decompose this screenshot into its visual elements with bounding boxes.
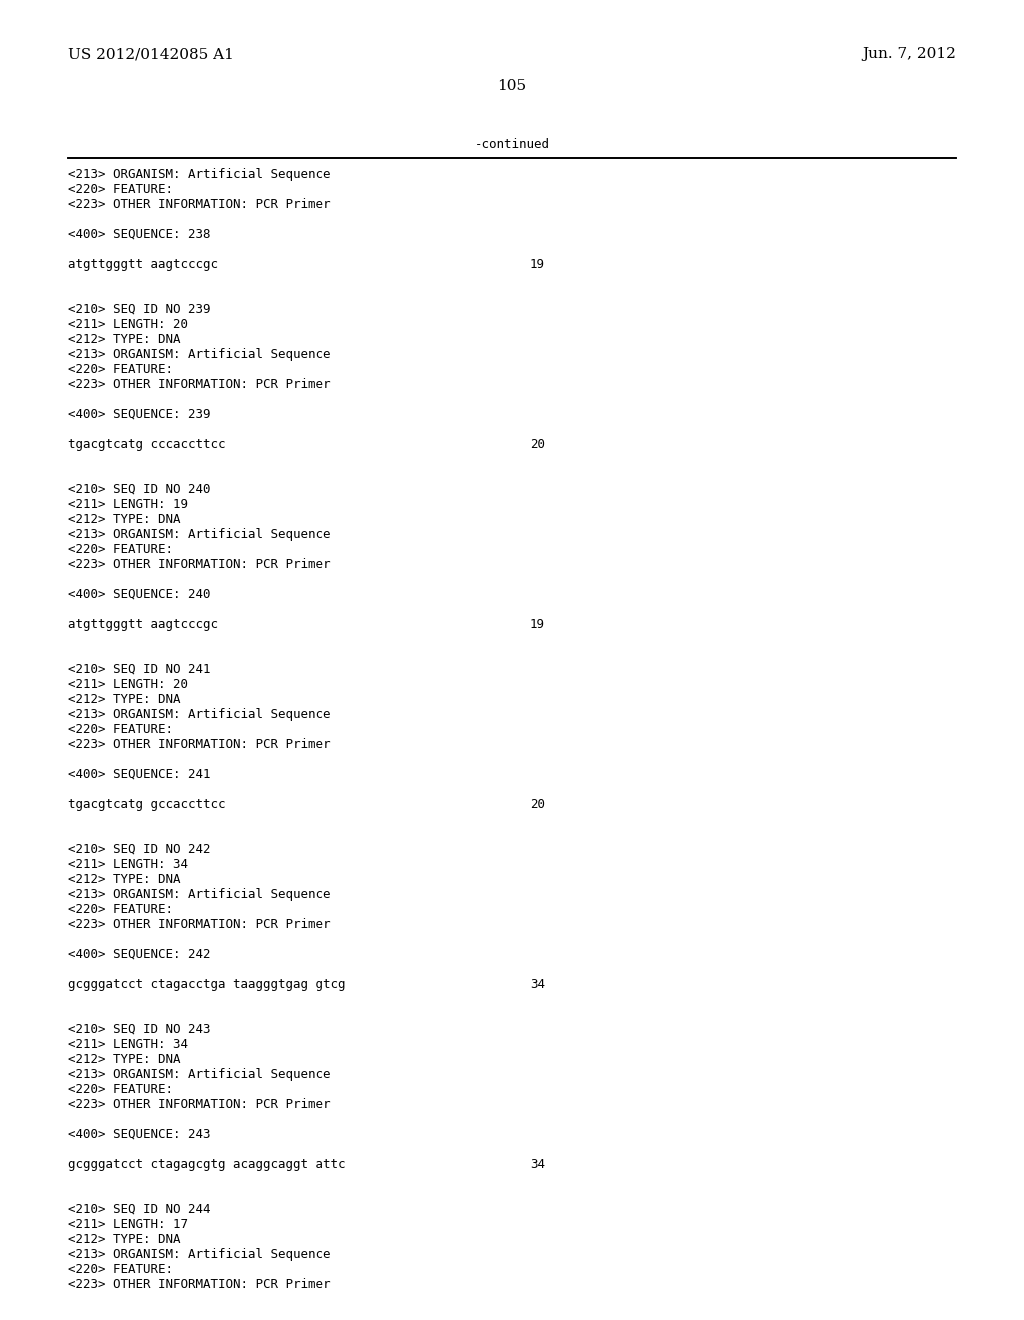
Text: <213> ORGANISM: Artificial Sequence: <213> ORGANISM: Artificial Sequence [68, 528, 331, 541]
Text: 20: 20 [530, 438, 545, 451]
Text: -continued: -continued [474, 139, 550, 150]
Text: <220> FEATURE:: <220> FEATURE: [68, 363, 173, 376]
Text: <213> ORGANISM: Artificial Sequence: <213> ORGANISM: Artificial Sequence [68, 348, 331, 360]
Text: <223> OTHER INFORMATION: PCR Primer: <223> OTHER INFORMATION: PCR Primer [68, 558, 331, 572]
Text: US 2012/0142085 A1: US 2012/0142085 A1 [68, 48, 233, 61]
Text: atgttgggtt aagtcccgc: atgttgggtt aagtcccgc [68, 257, 218, 271]
Text: <211> LENGTH: 17: <211> LENGTH: 17 [68, 1218, 188, 1232]
Text: <400> SEQUENCE: 239: <400> SEQUENCE: 239 [68, 408, 211, 421]
Text: <223> OTHER INFORMATION: PCR Primer: <223> OTHER INFORMATION: PCR Primer [68, 738, 331, 751]
Text: <400> SEQUENCE: 243: <400> SEQUENCE: 243 [68, 1129, 211, 1140]
Text: <223> OTHER INFORMATION: PCR Primer: <223> OTHER INFORMATION: PCR Primer [68, 917, 331, 931]
Text: <223> OTHER INFORMATION: PCR Primer: <223> OTHER INFORMATION: PCR Primer [68, 1278, 331, 1291]
Text: <212> TYPE: DNA: <212> TYPE: DNA [68, 693, 180, 706]
Text: <223> OTHER INFORMATION: PCR Primer: <223> OTHER INFORMATION: PCR Primer [68, 1098, 331, 1111]
Text: 34: 34 [530, 1158, 545, 1171]
Text: <400> SEQUENCE: 241: <400> SEQUENCE: 241 [68, 768, 211, 781]
Text: Jun. 7, 2012: Jun. 7, 2012 [862, 48, 956, 61]
Text: <213> ORGANISM: Artificial Sequence: <213> ORGANISM: Artificial Sequence [68, 888, 331, 902]
Text: <212> TYPE: DNA: <212> TYPE: DNA [68, 333, 180, 346]
Text: <223> OTHER INFORMATION: PCR Primer: <223> OTHER INFORMATION: PCR Primer [68, 198, 331, 211]
Text: <212> TYPE: DNA: <212> TYPE: DNA [68, 1233, 180, 1246]
Text: tgacgtcatg gccaccttcc: tgacgtcatg gccaccttcc [68, 799, 225, 810]
Text: <400> SEQUENCE: 240: <400> SEQUENCE: 240 [68, 587, 211, 601]
Text: <210> SEQ ID NO 239: <210> SEQ ID NO 239 [68, 304, 211, 315]
Text: <213> ORGANISM: Artificial Sequence: <213> ORGANISM: Artificial Sequence [68, 1247, 331, 1261]
Text: <223> OTHER INFORMATION: PCR Primer: <223> OTHER INFORMATION: PCR Primer [68, 378, 331, 391]
Text: <210> SEQ ID NO 243: <210> SEQ ID NO 243 [68, 1023, 211, 1036]
Text: <220> FEATURE:: <220> FEATURE: [68, 1263, 173, 1276]
Text: 19: 19 [530, 618, 545, 631]
Text: <210> SEQ ID NO 244: <210> SEQ ID NO 244 [68, 1203, 211, 1216]
Text: 20: 20 [530, 799, 545, 810]
Text: <220> FEATURE:: <220> FEATURE: [68, 723, 173, 737]
Text: <210> SEQ ID NO 240: <210> SEQ ID NO 240 [68, 483, 211, 496]
Text: <213> ORGANISM: Artificial Sequence: <213> ORGANISM: Artificial Sequence [68, 708, 331, 721]
Text: <211> LENGTH: 34: <211> LENGTH: 34 [68, 858, 188, 871]
Text: <213> ORGANISM: Artificial Sequence: <213> ORGANISM: Artificial Sequence [68, 1068, 331, 1081]
Text: <220> FEATURE:: <220> FEATURE: [68, 903, 173, 916]
Text: 34: 34 [530, 978, 545, 991]
Text: <212> TYPE: DNA: <212> TYPE: DNA [68, 513, 180, 525]
Text: gcgggatcct ctagacctga taagggtgag gtcg: gcgggatcct ctagacctga taagggtgag gtcg [68, 978, 345, 991]
Text: <400> SEQUENCE: 242: <400> SEQUENCE: 242 [68, 948, 211, 961]
Text: tgacgtcatg cccaccttcc: tgacgtcatg cccaccttcc [68, 438, 225, 451]
Text: <212> TYPE: DNA: <212> TYPE: DNA [68, 873, 180, 886]
Text: atgttgggtt aagtcccgc: atgttgggtt aagtcccgc [68, 618, 218, 631]
Text: <211> LENGTH: 19: <211> LENGTH: 19 [68, 498, 188, 511]
Text: <213> ORGANISM: Artificial Sequence: <213> ORGANISM: Artificial Sequence [68, 168, 331, 181]
Text: <220> FEATURE:: <220> FEATURE: [68, 1082, 173, 1096]
Text: <211> LENGTH: 34: <211> LENGTH: 34 [68, 1038, 188, 1051]
Text: <211> LENGTH: 20: <211> LENGTH: 20 [68, 678, 188, 690]
Text: <210> SEQ ID NO 242: <210> SEQ ID NO 242 [68, 843, 211, 855]
Text: 19: 19 [530, 257, 545, 271]
Text: <220> FEATURE:: <220> FEATURE: [68, 183, 173, 195]
Text: 105: 105 [498, 79, 526, 92]
Text: <400> SEQUENCE: 238: <400> SEQUENCE: 238 [68, 228, 211, 242]
Text: gcgggatcct ctagagcgtg acaggcaggt attc: gcgggatcct ctagagcgtg acaggcaggt attc [68, 1158, 345, 1171]
Text: <211> LENGTH: 20: <211> LENGTH: 20 [68, 318, 188, 331]
Text: <220> FEATURE:: <220> FEATURE: [68, 543, 173, 556]
Text: <212> TYPE: DNA: <212> TYPE: DNA [68, 1053, 180, 1067]
Text: <210> SEQ ID NO 241: <210> SEQ ID NO 241 [68, 663, 211, 676]
